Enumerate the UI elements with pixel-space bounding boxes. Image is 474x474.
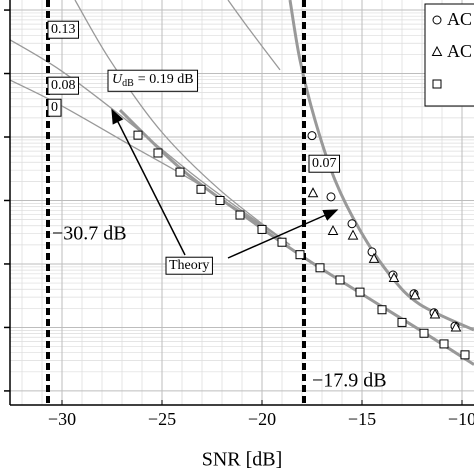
marker bbox=[368, 252, 380, 263]
marker bbox=[347, 219, 357, 229]
x-tick-label: −30 bbox=[48, 409, 76, 429]
marker bbox=[388, 271, 400, 283]
marker bbox=[355, 287, 365, 297]
theory-curve bbox=[288, 0, 474, 332]
theory-curve bbox=[9, 39, 291, 246]
u-symbol: U bbox=[112, 72, 123, 87]
marker bbox=[419, 328, 429, 338]
u-label: UdB = 0.19 dB bbox=[112, 72, 194, 89]
label-box bbox=[165, 256, 213, 275]
legend-marker bbox=[432, 79, 442, 89]
curve-label: 0.08 bbox=[51, 78, 76, 93]
legend: AC AC bbox=[424, 3, 474, 107]
marker bbox=[409, 289, 421, 300]
marker bbox=[450, 321, 462, 332]
threshold-label: −30.7 dB bbox=[52, 223, 127, 245]
label-box bbox=[47, 98, 62, 117]
curve-label: 0.13 bbox=[51, 22, 76, 37]
marker bbox=[429, 308, 441, 319]
marker bbox=[235, 210, 245, 220]
marker bbox=[307, 131, 317, 141]
x-tick-label: −10 bbox=[448, 409, 474, 429]
label-box bbox=[107, 69, 199, 92]
legend-label: AC bbox=[447, 9, 472, 29]
marker bbox=[277, 237, 287, 247]
label-box bbox=[47, 20, 79, 39]
marker bbox=[175, 167, 185, 177]
threshold-label: −17.9 dB bbox=[312, 370, 387, 392]
marker bbox=[439, 339, 449, 349]
curve-label: Theory bbox=[169, 258, 209, 273]
label-box bbox=[308, 154, 340, 173]
marker bbox=[335, 275, 345, 285]
marker bbox=[133, 130, 143, 140]
u-annotation: UdB = 0.19 dB bbox=[107, 69, 199, 92]
theory-curve bbox=[74, 0, 291, 246]
marker bbox=[215, 195, 225, 205]
curve-label: 0 bbox=[51, 100, 58, 115]
x-tick-label: −20 bbox=[248, 409, 276, 429]
legend-marker bbox=[432, 15, 442, 25]
marker bbox=[397, 317, 407, 327]
u-text: = 0.19 dB bbox=[138, 72, 194, 87]
x-tick-label: −25 bbox=[148, 409, 176, 429]
marker bbox=[295, 250, 305, 260]
legend-label: AC bbox=[447, 41, 472, 61]
theory-curve bbox=[227, 0, 281, 71]
legend-marker bbox=[431, 45, 443, 56]
marker bbox=[307, 187, 319, 198]
u-subscript: dB bbox=[122, 78, 134, 89]
marker bbox=[326, 192, 336, 202]
marker bbox=[460, 350, 470, 360]
marker bbox=[327, 224, 339, 236]
arrow bbox=[227, 209, 339, 259]
x-tick-label: −15 bbox=[348, 409, 376, 429]
marker bbox=[347, 229, 359, 240]
marker bbox=[153, 148, 163, 158]
label-box bbox=[47, 76, 79, 95]
marker bbox=[196, 184, 206, 194]
x-axis-label: SNR [dB] bbox=[202, 449, 283, 471]
curve-label: 0.07 bbox=[312, 156, 337, 171]
arrow bbox=[111, 108, 186, 256]
marker bbox=[377, 305, 387, 315]
marker bbox=[257, 224, 267, 234]
marker bbox=[315, 263, 325, 273]
